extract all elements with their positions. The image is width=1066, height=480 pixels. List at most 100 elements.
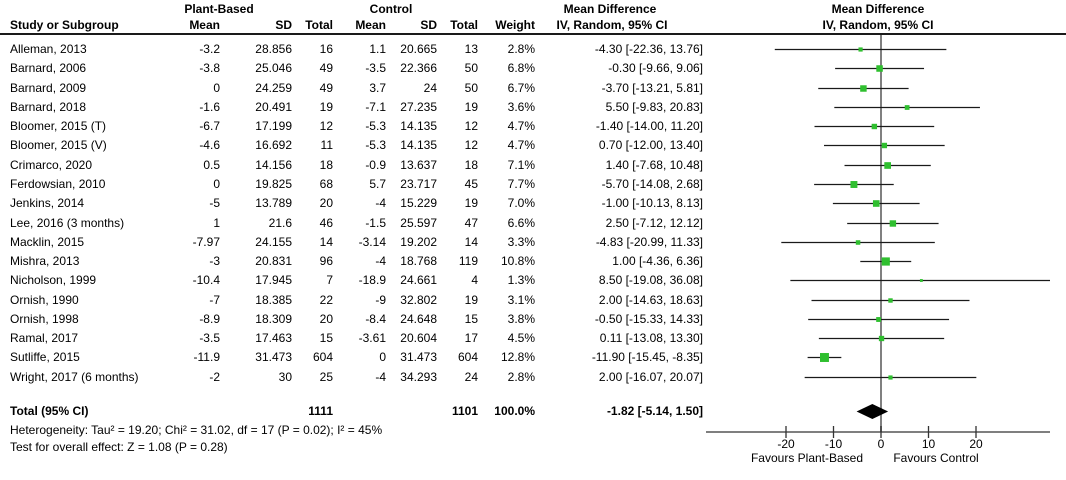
total-ci_text: -1.82 [-5.14, 1.50] — [606, 404, 703, 418]
cell-mean1: -3 — [209, 254, 220, 268]
cell-mean1: -10.4 — [192, 273, 220, 287]
cell-weight: 4.7% — [507, 138, 535, 152]
study-name: Barnard, 2018 — [10, 100, 87, 114]
total-n2: 1101 — [451, 404, 478, 418]
plot-mean-difference-header: Mean Difference — [831, 2, 925, 16]
cell-sd1: 25.046 — [255, 61, 292, 75]
study-row: Alleman, 2013 -3.2 28.856 16 1.1 20.665 13 2.8%… — [0, 40, 1066, 59]
cell-sd2: 27.235 — [400, 100, 437, 114]
cell-sd2: 13.637 — [400, 158, 437, 172]
cell-n1: 22 — [319, 293, 333, 307]
axis-tick-label: 10 — [921, 437, 936, 451]
study-name: Lee, 2016 (3 months) — [10, 216, 125, 230]
cell-sd2: 15.229 — [400, 196, 437, 210]
cell-mean1: -4.6 — [199, 138, 220, 152]
plot-method-header: IV, Random, 95% CI — [822, 18, 934, 32]
cell-mean2: -5.3 — [365, 119, 386, 133]
cell-sd1: 14.156 — [255, 158, 292, 172]
cell-ci_text: 8.50 [-19.08, 36.08] — [598, 273, 703, 287]
cell-sd1: 17.945 — [255, 273, 292, 287]
cell-ci_text: 0.70 [-12.00, 13.40] — [598, 138, 703, 152]
cell-sd2: 25.597 — [400, 216, 437, 230]
study-name: Mishra, 2013 — [10, 254, 80, 268]
cell-weight: 3.1% — [507, 293, 535, 307]
total-row: Total (95% CI) 1111 1101 100.0% -1.82 [-5.14… — [0, 402, 1066, 421]
col-header-sd2: SD — [420, 18, 437, 32]
col-header-n1: Total — [305, 18, 333, 32]
col-header-study: Study or Subgroup — [10, 18, 119, 32]
cell-sd1: 13.789 — [255, 196, 292, 210]
table-mean-difference-header: Mean Difference — [563, 2, 657, 16]
cell-weight: 7.7% — [507, 177, 535, 191]
cell-ci_text: 1.00 [-4.36, 6.36] — [612, 254, 703, 268]
study-name: Wright, 2017 (6 months) — [10, 370, 139, 384]
cell-ci_text: -11.90 [-15.45, -8.35] — [591, 350, 703, 364]
study-name: Jenkins, 2014 — [10, 196, 85, 210]
cell-mean1: 0 — [213, 81, 220, 95]
cell-ci_text: 1.40 [-7.68, 10.48] — [605, 158, 703, 172]
cell-sd1: 24.259 — [255, 81, 292, 95]
cell-sd1: 20.491 — [255, 100, 292, 114]
effect-square — [889, 220, 897, 227]
cell-n1: 25 — [319, 370, 333, 384]
study-row: Crimarco, 2020 0.5 14.156 18 -0.9 13.637 18 7.1… — [0, 156, 1066, 175]
cell-sd1: 18.385 — [255, 293, 292, 307]
cell-weight: 3.8% — [507, 312, 535, 326]
cell-n1: 19 — [319, 100, 333, 114]
cell-weight: 7.1% — [507, 158, 535, 172]
cell-sd1: 16.692 — [255, 138, 292, 152]
cell-ci_text: -1.00 [-10.13, 8.13] — [601, 196, 703, 210]
study-row: Macklin, 2015 -7.97 24.155 14 -3.14 19.202 14 3… — [0, 233, 1066, 252]
total-label: Total (95% CI) — [10, 404, 89, 418]
cell-sd1: 20.831 — [255, 254, 292, 268]
cell-n1: 604 — [312, 350, 333, 364]
cell-mean2: 0 — [379, 350, 386, 364]
cell-ci_text: -3.70 [-13.21, 5.81] — [601, 81, 703, 95]
cell-weight: 3.6% — [507, 100, 535, 114]
cell-ci_text: -5.70 [-14.08, 2.68] — [601, 177, 703, 191]
cell-n1: 20 — [319, 312, 333, 326]
col-header-mean2: Mean — [355, 18, 386, 32]
cell-sd2: 24.648 — [400, 312, 437, 326]
cell-sd2: 24.661 — [400, 273, 437, 287]
col-header-weight: Weight — [495, 18, 535, 32]
cell-mean2: -9 — [375, 293, 386, 307]
cell-mean1: -3.8 — [199, 61, 220, 75]
cell-mean2: -4 — [375, 254, 386, 268]
cell-sd2: 31.473 — [400, 350, 437, 364]
cell-weight: 1.3% — [507, 273, 535, 287]
favours-right-label: Favours Control — [893, 451, 979, 465]
cell-n1: 46 — [319, 216, 333, 230]
effect-square — [881, 257, 890, 266]
cell-n2: 14 — [464, 235, 478, 249]
cell-n2: 45 — [464, 177, 478, 191]
cell-mean2: -7.1 — [365, 100, 386, 114]
cell-weight: 6.8% — [507, 61, 535, 75]
cell-weight: 2.8% — [507, 42, 535, 56]
cell-n2: 24 — [464, 370, 478, 384]
effect-square — [850, 181, 858, 188]
cell-ci_text: 2.50 [-7.12, 12.12] — [605, 216, 703, 230]
effect-square — [820, 353, 829, 362]
cell-mean1: -3.2 — [199, 42, 220, 56]
effect-square — [876, 317, 882, 322]
cell-sd2: 32.802 — [400, 293, 437, 307]
study-name: Barnard, 2009 — [10, 81, 87, 95]
cell-mean1: -8.9 — [199, 312, 220, 326]
effect-square — [888, 375, 893, 380]
cell-n2: 47 — [464, 216, 478, 230]
effect-square — [860, 85, 867, 92]
cell-n2: 50 — [464, 61, 478, 75]
cell-mean1: -7.97 — [192, 235, 220, 249]
cell-n2: 17 — [464, 331, 478, 345]
total-n1: 1111 — [308, 404, 333, 418]
cell-n2: 12 — [464, 119, 478, 133]
cell-weight: 3.3% — [507, 235, 535, 249]
cell-n1: 96 — [319, 254, 333, 268]
effect-square — [855, 240, 861, 245]
study-name: Ramal, 2017 — [10, 331, 79, 345]
cell-mean2: 1.1 — [369, 42, 386, 56]
cell-mean2: -5.3 — [365, 138, 386, 152]
study-name: Macklin, 2015 — [10, 235, 85, 249]
